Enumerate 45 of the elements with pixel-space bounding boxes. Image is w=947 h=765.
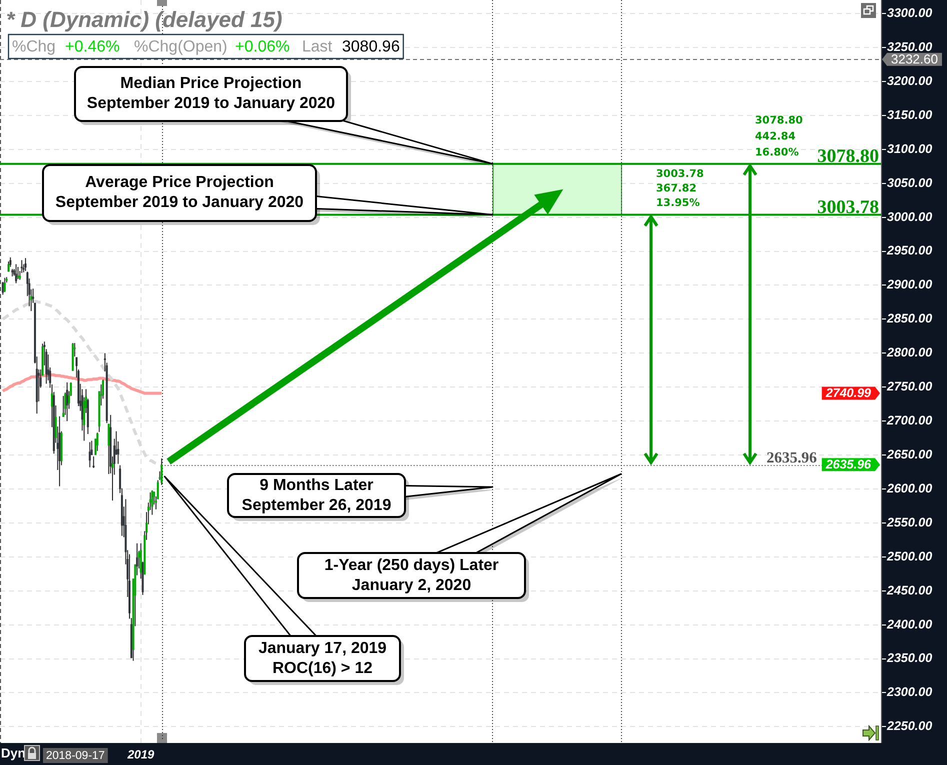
y-tick-label: 3000.00 — [887, 210, 932, 224]
y-tick-label: 2700.00 — [886, 414, 932, 428]
annotation: 3080.96 — [342, 38, 400, 56]
y-tick-label: 3100.00 — [887, 142, 932, 156]
y-tick-label: 3250.00 — [887, 40, 932, 54]
y-tick-label: 2850.00 — [886, 312, 932, 326]
annotation: 3078.80 442.84 16.80% — [755, 114, 803, 159]
annotation: 1-Year (250 days) Later January 2, 2020 — [324, 556, 499, 596]
text: 2018-09-17 — [46, 750, 105, 762]
y-tick-label: 3150.00 — [887, 108, 932, 122]
y-tick-label: 2400.00 — [886, 617, 932, 632]
y-tick-label: 3200.00 — [887, 74, 932, 88]
y-tick-label: 2800.00 — [886, 346, 932, 360]
annotation: %Chg — [12, 38, 56, 56]
ref-line-label: 3078.80 — [817, 146, 879, 167]
annotation: 2635.96 — [824, 458, 872, 472]
annotation: 9 Months Later September 26, 2019 — [242, 476, 392, 516]
y-tick-label: 2600.00 — [886, 481, 932, 496]
chart-title: * D (Dynamic) (delayed 15) — [6, 7, 282, 32]
annotation: +0.06% — [235, 38, 290, 56]
y-tick-label: 2950.00 — [886, 244, 932, 258]
y-tick-label: 2650.00 — [886, 447, 932, 462]
y-tick-label: 3050.00 — [887, 176, 932, 190]
y-tick-label: 2250.00 — [886, 719, 932, 734]
y-tick-label: 2300.00 — [886, 685, 932, 700]
x-tick-label: 2019 — [126, 748, 155, 762]
y-tick-label: 2900.00 — [886, 278, 932, 292]
y-tick-label: 3300.00 — [887, 6, 932, 20]
y-tick-label: 2550.00 — [886, 515, 932, 530]
annotation: Last — [302, 38, 333, 56]
annotation: January 17, 2019 ROC(16) > 12 — [258, 638, 387, 678]
annotation: Average Price Projection September 2019 to January 2020 — [55, 173, 304, 213]
candlestick — [38, 369, 40, 402]
ref-line-label: 3003.78 — [817, 196, 879, 218]
annotation: %Chg(Open) — [134, 38, 228, 56]
y-tick-label: 2500.00 — [886, 549, 932, 564]
y-tick-label: 2750.00 — [886, 380, 932, 394]
annotation: +0.46% — [65, 38, 120, 56]
annotation: Median Price Projection September 2019 to January 2020 — [86, 74, 336, 114]
y-tick-label: 2350.00 — [886, 651, 932, 666]
ref-line-label: 3232.60 — [890, 51, 938, 66]
annotation: 3003.78 367.82 13.95% — [656, 168, 704, 210]
annotation: 2740.99 — [824, 386, 872, 400]
y-tick-label: 2450.00 — [886, 583, 932, 598]
ref-line-label: 2635.96 — [766, 450, 818, 467]
